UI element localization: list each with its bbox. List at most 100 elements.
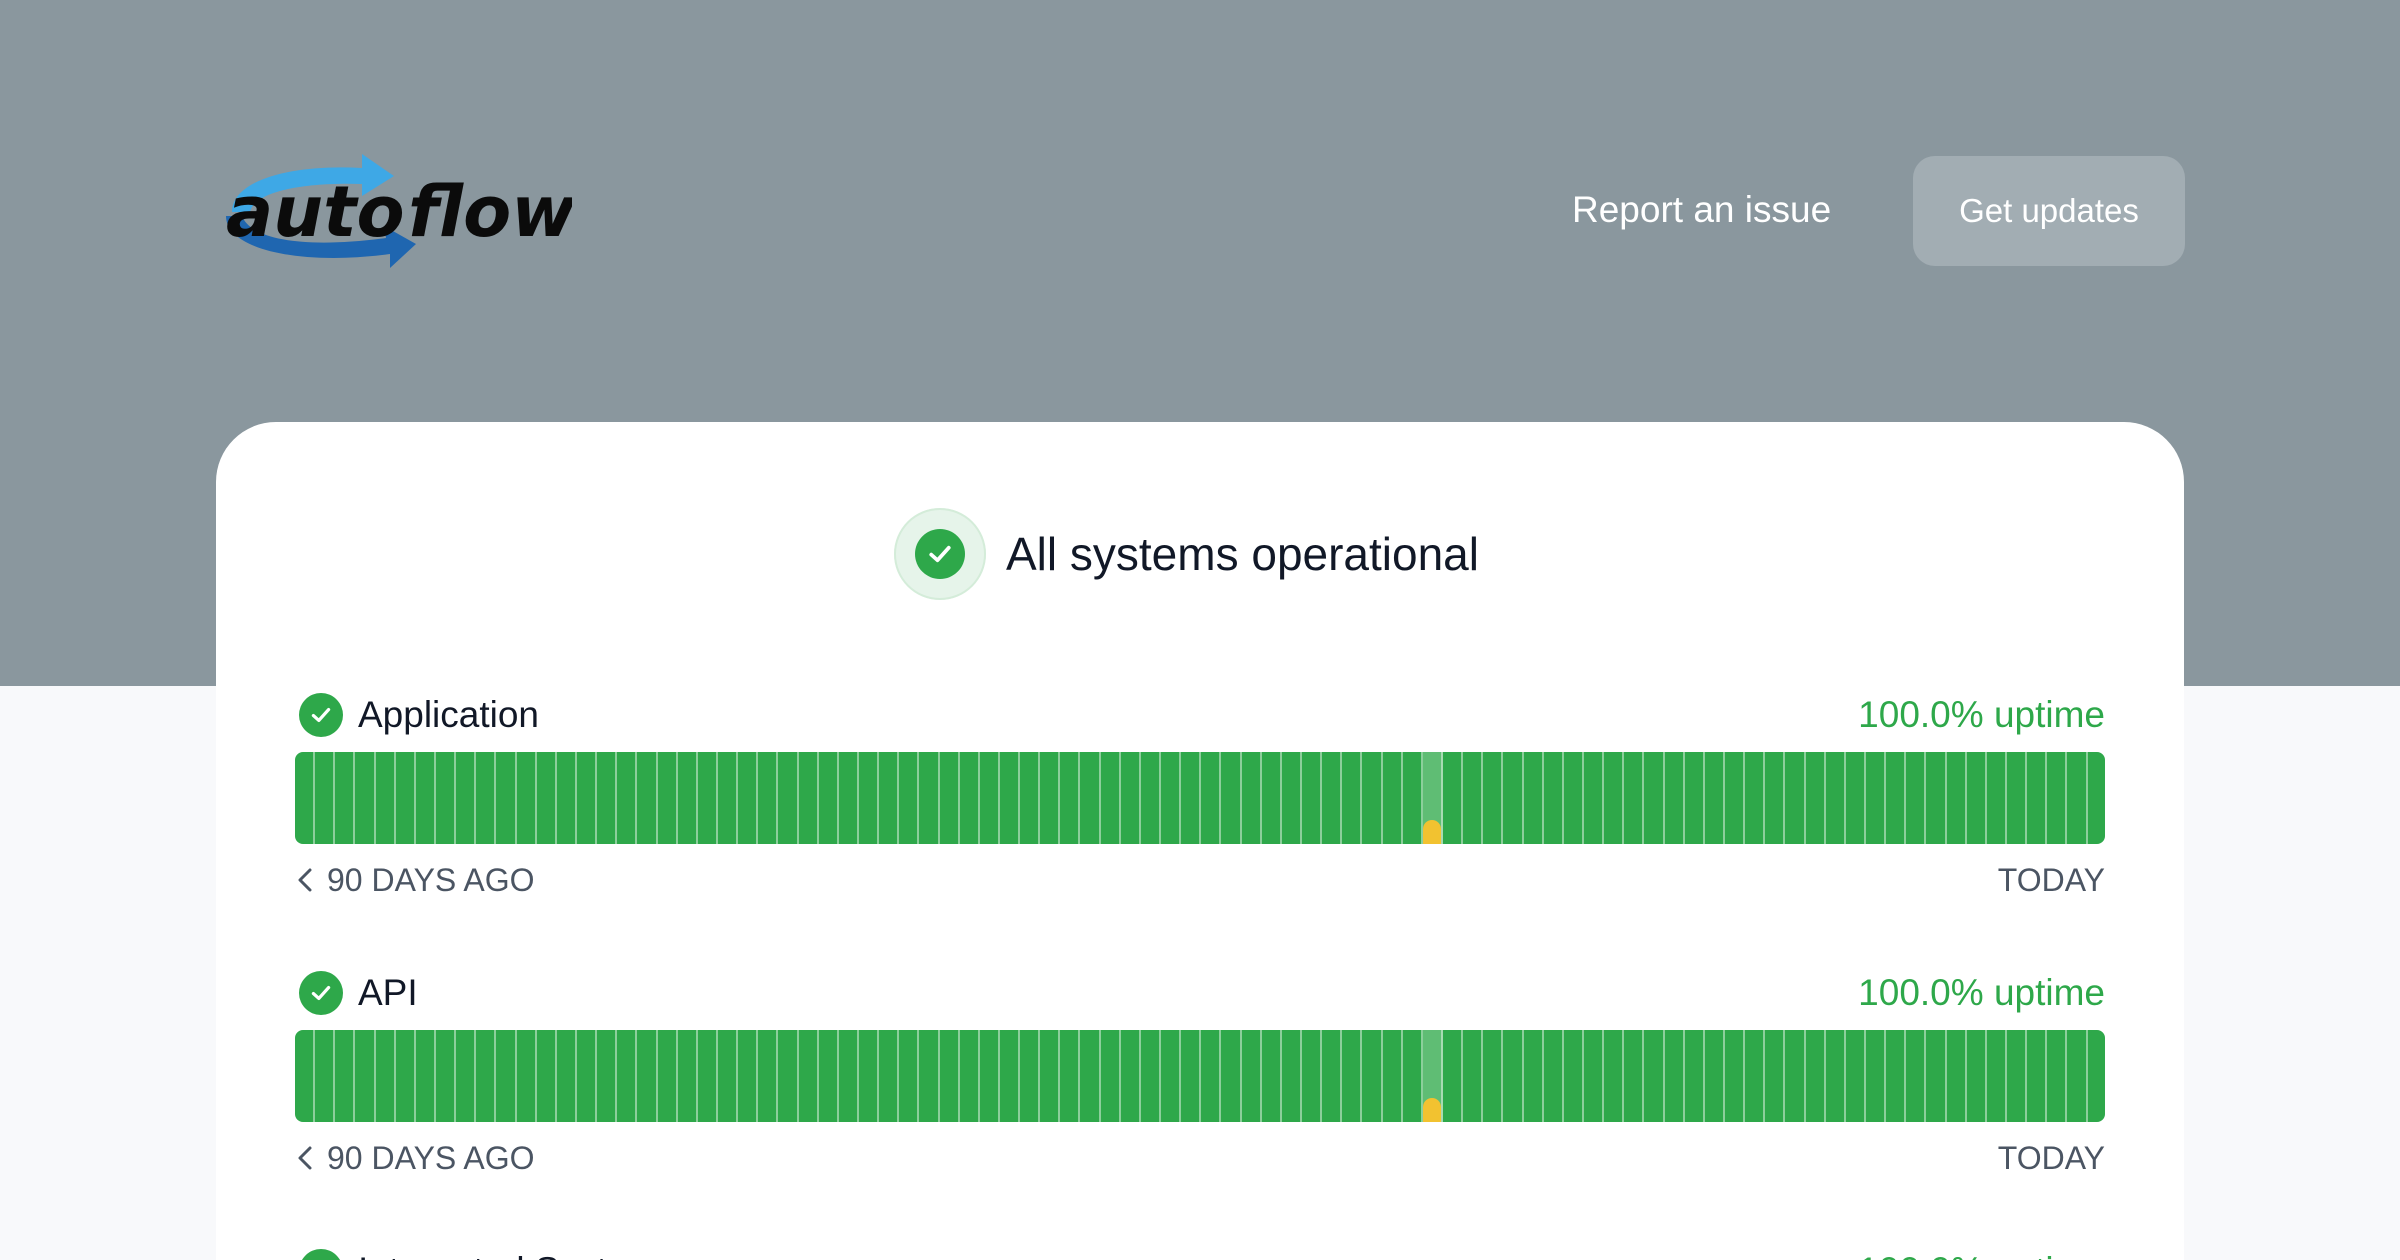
uptime-day-bar[interactable] [778,1030,799,1122]
uptime-day-bar[interactable] [959,1030,980,1122]
uptime-day-bar[interactable] [1724,752,1746,844]
uptime-day-bar[interactable] [1966,1030,1987,1122]
uptime-day-bar[interactable] [1140,752,1162,844]
uptime-day-bar[interactable] [597,752,618,844]
uptime-day-bar[interactable] [879,1030,900,1122]
uptime-day-bar[interactable] [1966,752,1987,844]
uptime-day-bar[interactable] [1120,752,1141,844]
uptime-day-bar[interactable] [879,752,900,844]
uptime-day-bar[interactable] [1563,752,1584,844]
uptime-day-bar[interactable] [395,1030,416,1122]
uptime-day-bar[interactable] [335,1030,356,1122]
uptime-day-bar[interactable] [1503,1030,1524,1122]
uptime-day-bar[interactable] [315,752,336,844]
uptime-day-bar[interactable] [657,1030,678,1122]
uptime-day-bar[interactable] [375,1030,396,1122]
uptime-day-bar[interactable] [476,752,497,844]
uptime-day-bar[interactable] [536,1030,557,1122]
uptime-day-bar[interactable] [798,1030,819,1122]
uptime-day-bar[interactable] [2006,1030,2028,1122]
uptime-day-bar[interactable] [1543,1030,1564,1122]
uptime-day-bar[interactable] [415,1030,436,1122]
uptime-day-bar[interactable] [2067,752,2088,844]
uptime-day-bar[interactable] [1845,752,1866,844]
uptime-day-bar[interactable] [295,752,316,844]
uptime-day-bar[interactable] [1443,1030,1464,1122]
uptime-day-bar[interactable] [556,752,577,844]
uptime-day-bar[interactable] [939,1030,960,1122]
uptime-day-bar[interactable] [697,1030,718,1122]
autoflow-logo[interactable]: auto flow [212,150,576,272]
uptime-day-bar[interactable] [778,752,799,844]
uptime-day-bar[interactable] [1241,752,1262,844]
uptime-day-bar[interactable] [657,752,678,844]
uptime-day-bar[interactable] [919,752,940,844]
uptime-day-bar[interactable] [758,752,779,844]
uptime-day-bar[interactable] [2006,752,2028,844]
uptime-day-bar[interactable] [1060,752,1081,844]
uptime-day-bar[interactable] [717,752,739,844]
uptime-day-bar[interactable] [1281,752,1303,844]
uptime-day-bar[interactable] [516,752,537,844]
uptime-day-bar[interactable] [637,752,658,844]
uptime-day-bar[interactable] [1261,1030,1282,1122]
uptime-day-bar[interactable] [717,1030,739,1122]
uptime-day-bar[interactable] [576,1030,598,1122]
uptime-day-bar[interactable] [1322,752,1343,844]
uptime-day-bar[interactable] [1604,752,1625,844]
uptime-day-bar[interactable] [415,752,436,844]
uptime-day-bar[interactable] [1020,1030,1041,1122]
uptime-day-bar[interactable] [697,752,718,844]
uptime-day-bar[interactable] [1080,1030,1101,1122]
uptime-day-bar[interactable] [1221,1030,1242,1122]
uptime-day-bar[interactable] [1946,1030,1967,1122]
uptime-day-bar[interactable] [858,1030,880,1122]
uptime-day-bar[interactable] [295,1030,316,1122]
uptime-day-bar[interactable] [1080,752,1101,844]
uptime-day-bar[interactable] [1986,1030,2007,1122]
uptime-day-bar[interactable] [1906,1030,1927,1122]
uptime-day-bar[interactable] [677,752,698,844]
uptime-day-bar[interactable] [637,1030,658,1122]
uptime-day-bar[interactable] [1604,1030,1625,1122]
uptime-day-bar[interactable] [516,1030,537,1122]
uptime-day-bar[interactable] [1020,752,1041,844]
uptime-day-bar[interactable] [1362,1030,1383,1122]
uptime-day-bar[interactable] [355,1030,376,1122]
uptime-day-bar[interactable] [1181,1030,1202,1122]
uptime-day-bar[interactable] [1825,752,1846,844]
uptime-day-bar[interactable] [1926,1030,1947,1122]
uptime-day-bar[interactable] [2067,1030,2088,1122]
uptime-day-bar[interactable] [1161,752,1182,844]
uptime-day-bar[interactable] [1664,1030,1685,1122]
uptime-day-bar[interactable] [1463,1030,1484,1122]
uptime-day-bar[interactable] [1886,1030,1907,1122]
uptime-day-bar[interactable] [1503,752,1524,844]
uptime-day-bar[interactable] [1342,752,1363,844]
uptime-day-bar[interactable] [1040,752,1061,844]
uptime-day-bar[interactable] [1805,752,1826,844]
uptime-day-bar[interactable] [999,1030,1021,1122]
uptime-day-bar[interactable] [1745,1030,1766,1122]
uptime-day-bar[interactable] [1543,752,1564,844]
uptime-day-bar[interactable] [617,752,638,844]
uptime-day-bar[interactable] [496,752,517,844]
uptime-day-bar[interactable] [536,752,557,844]
uptime-day-bar[interactable] [838,752,859,844]
range-start[interactable]: 90 DAYS AGO [295,858,535,902]
uptime-day-bar[interactable] [1624,1030,1645,1122]
uptime-day-bar[interactable] [1865,752,1887,844]
uptime-day-bar[interactable] [456,1030,477,1122]
uptime-day-bar[interactable] [899,752,920,844]
uptime-day-bar[interactable] [1100,1030,1121,1122]
uptime-day-bar[interactable] [1161,1030,1182,1122]
uptime-day-bar[interactable] [798,752,819,844]
uptime-day-bar[interactable] [1886,752,1907,844]
uptime-day-bar[interactable] [435,1030,457,1122]
uptime-day-bar[interactable] [395,752,416,844]
uptime-day-bar[interactable] [335,752,356,844]
uptime-day-bar[interactable] [1684,752,1705,844]
uptime-day-bar[interactable] [1060,1030,1081,1122]
uptime-day-bar[interactable] [2087,752,2105,844]
uptime-day-bar[interactable] [1704,1030,1725,1122]
